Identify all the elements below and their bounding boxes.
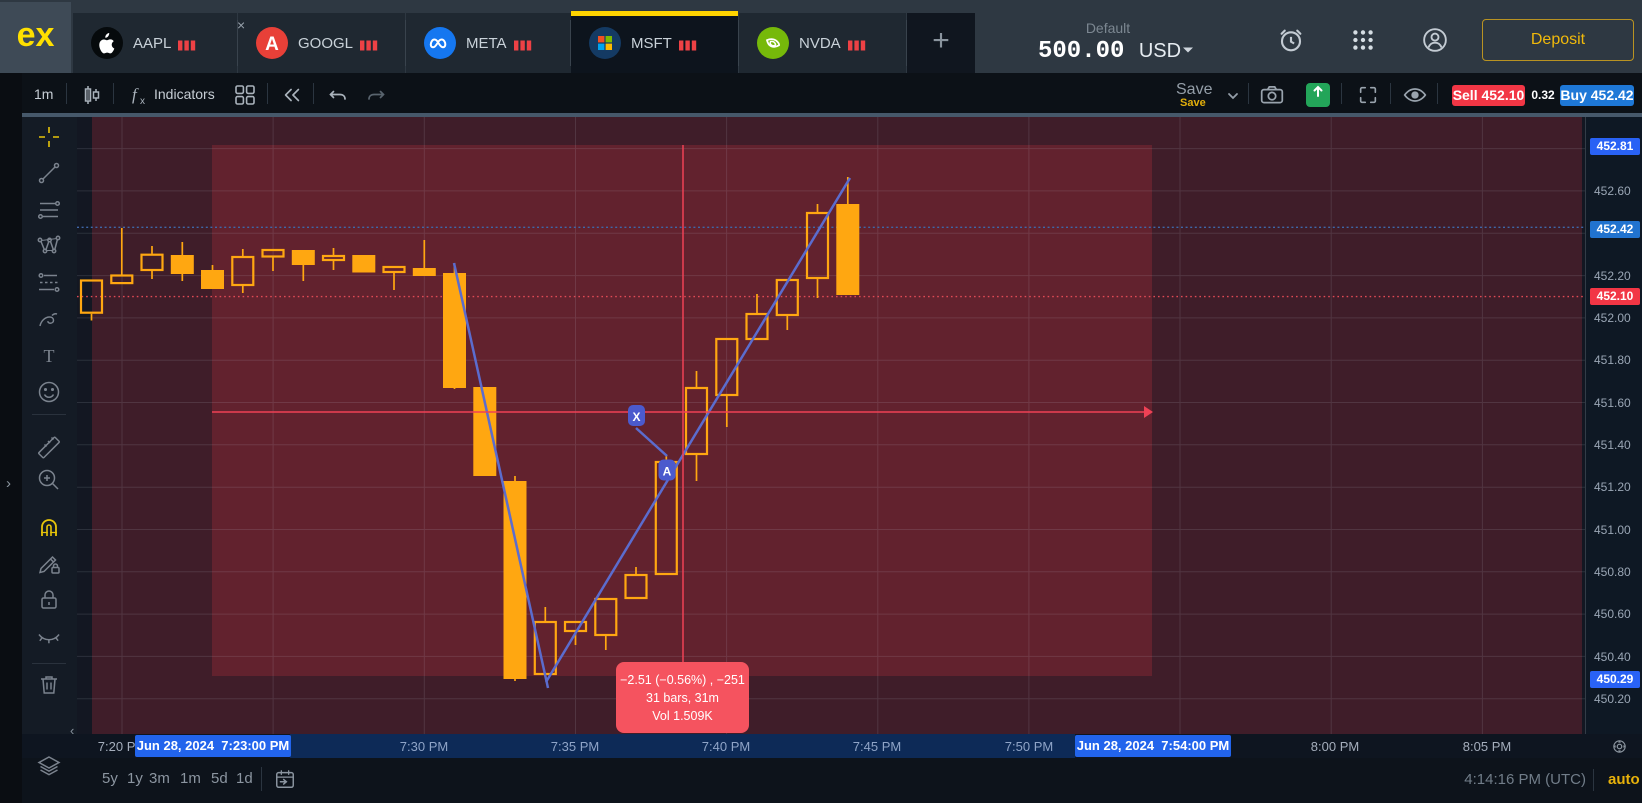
svg-text:f: f: [132, 85, 139, 104]
svg-text:A: A: [663, 465, 672, 479]
svg-text:A: A: [265, 34, 279, 55]
svg-text:T: T: [44, 346, 55, 366]
svg-text:X: X: [632, 410, 640, 424]
svg-text:x: x: [140, 96, 145, 107]
